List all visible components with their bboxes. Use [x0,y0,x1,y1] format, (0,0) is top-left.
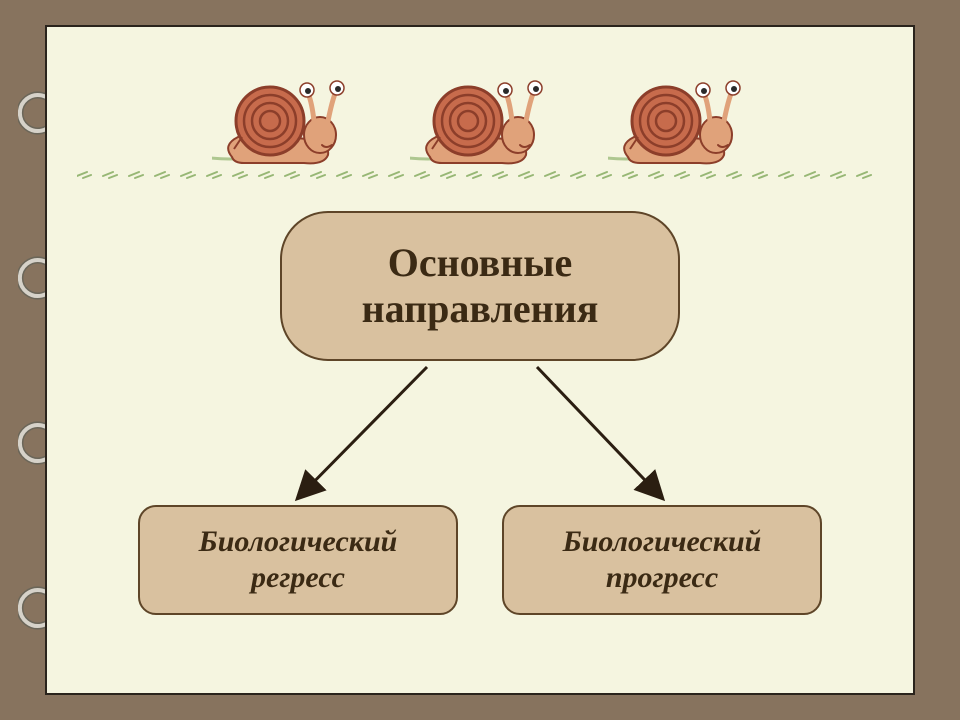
diagram: Основныенаправления Биологическийрегресс… [47,205,913,693]
child-row: Биологическийрегресс Биологическийпрогре… [47,505,913,615]
arrows [47,361,917,511]
snail-icon [608,49,748,169]
snail-row [47,49,913,179]
grass-line [77,167,877,181]
child-node-left-label: Биологическийрегресс [199,524,398,596]
child-node-right: Биологическийпрогресс [502,505,822,615]
root-node-label: Основныенаправления [362,240,599,332]
slide: Основныенаправления Биологическийрегресс… [45,25,915,695]
child-node-right-label: Биологическийпрогресс [563,524,762,596]
root-node: Основныенаправления [280,211,680,361]
child-node-left: Биологическийрегресс [138,505,458,615]
snail-icon [212,49,352,169]
snail-icon [410,49,550,169]
